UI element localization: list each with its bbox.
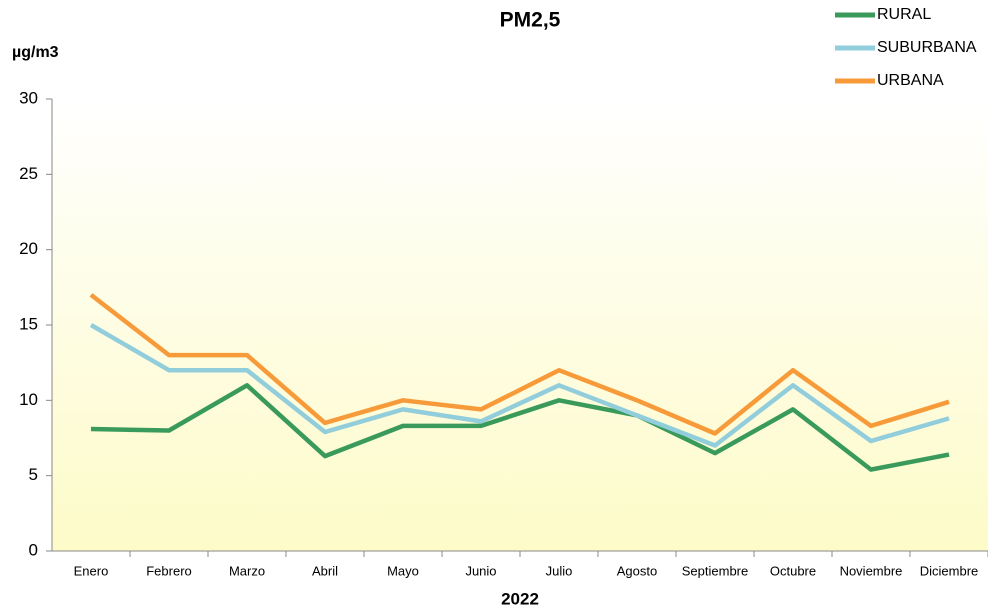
x-tick-label: Mayo xyxy=(387,563,419,578)
y-axis-label: µg/m3 xyxy=(12,44,59,61)
plot-area xyxy=(52,99,988,551)
x-tick-label: Septiembre xyxy=(682,563,748,578)
y-tick-label: 5 xyxy=(29,465,38,484)
x-tick-label: Agosto xyxy=(617,563,657,578)
x-tick-label: Marzo xyxy=(229,563,265,578)
legend-label: RURAL xyxy=(877,6,931,23)
x-tick-label: Junio xyxy=(465,563,496,578)
legend-label: SUBURBANA xyxy=(877,39,977,56)
x-tick-label: Noviembre xyxy=(840,563,903,578)
series-line xyxy=(89,293,950,436)
x-tick-label: Enero xyxy=(74,563,109,578)
y-tick-label: 30 xyxy=(19,88,38,107)
y-tick-label: 0 xyxy=(29,540,38,559)
x-tick-label: Abril xyxy=(312,563,338,578)
x-axis-label: 2022 xyxy=(501,589,539,608)
y-tick-label: 25 xyxy=(19,164,38,183)
x-tick-label: Febrero xyxy=(146,563,192,578)
series-line xyxy=(90,383,950,472)
legend-label: URBANA xyxy=(877,72,944,89)
x-tick-label: Octubre xyxy=(770,563,816,578)
x-tick-label: Diciembre xyxy=(920,563,979,578)
y-tick-label: 15 xyxy=(19,314,38,333)
chart-title: PM2,5 xyxy=(500,9,561,32)
y-tick-label: 20 xyxy=(19,239,38,258)
x-tick-label: Julio xyxy=(546,563,573,578)
y-tick-label: 10 xyxy=(19,390,38,409)
series-line xyxy=(89,323,950,448)
